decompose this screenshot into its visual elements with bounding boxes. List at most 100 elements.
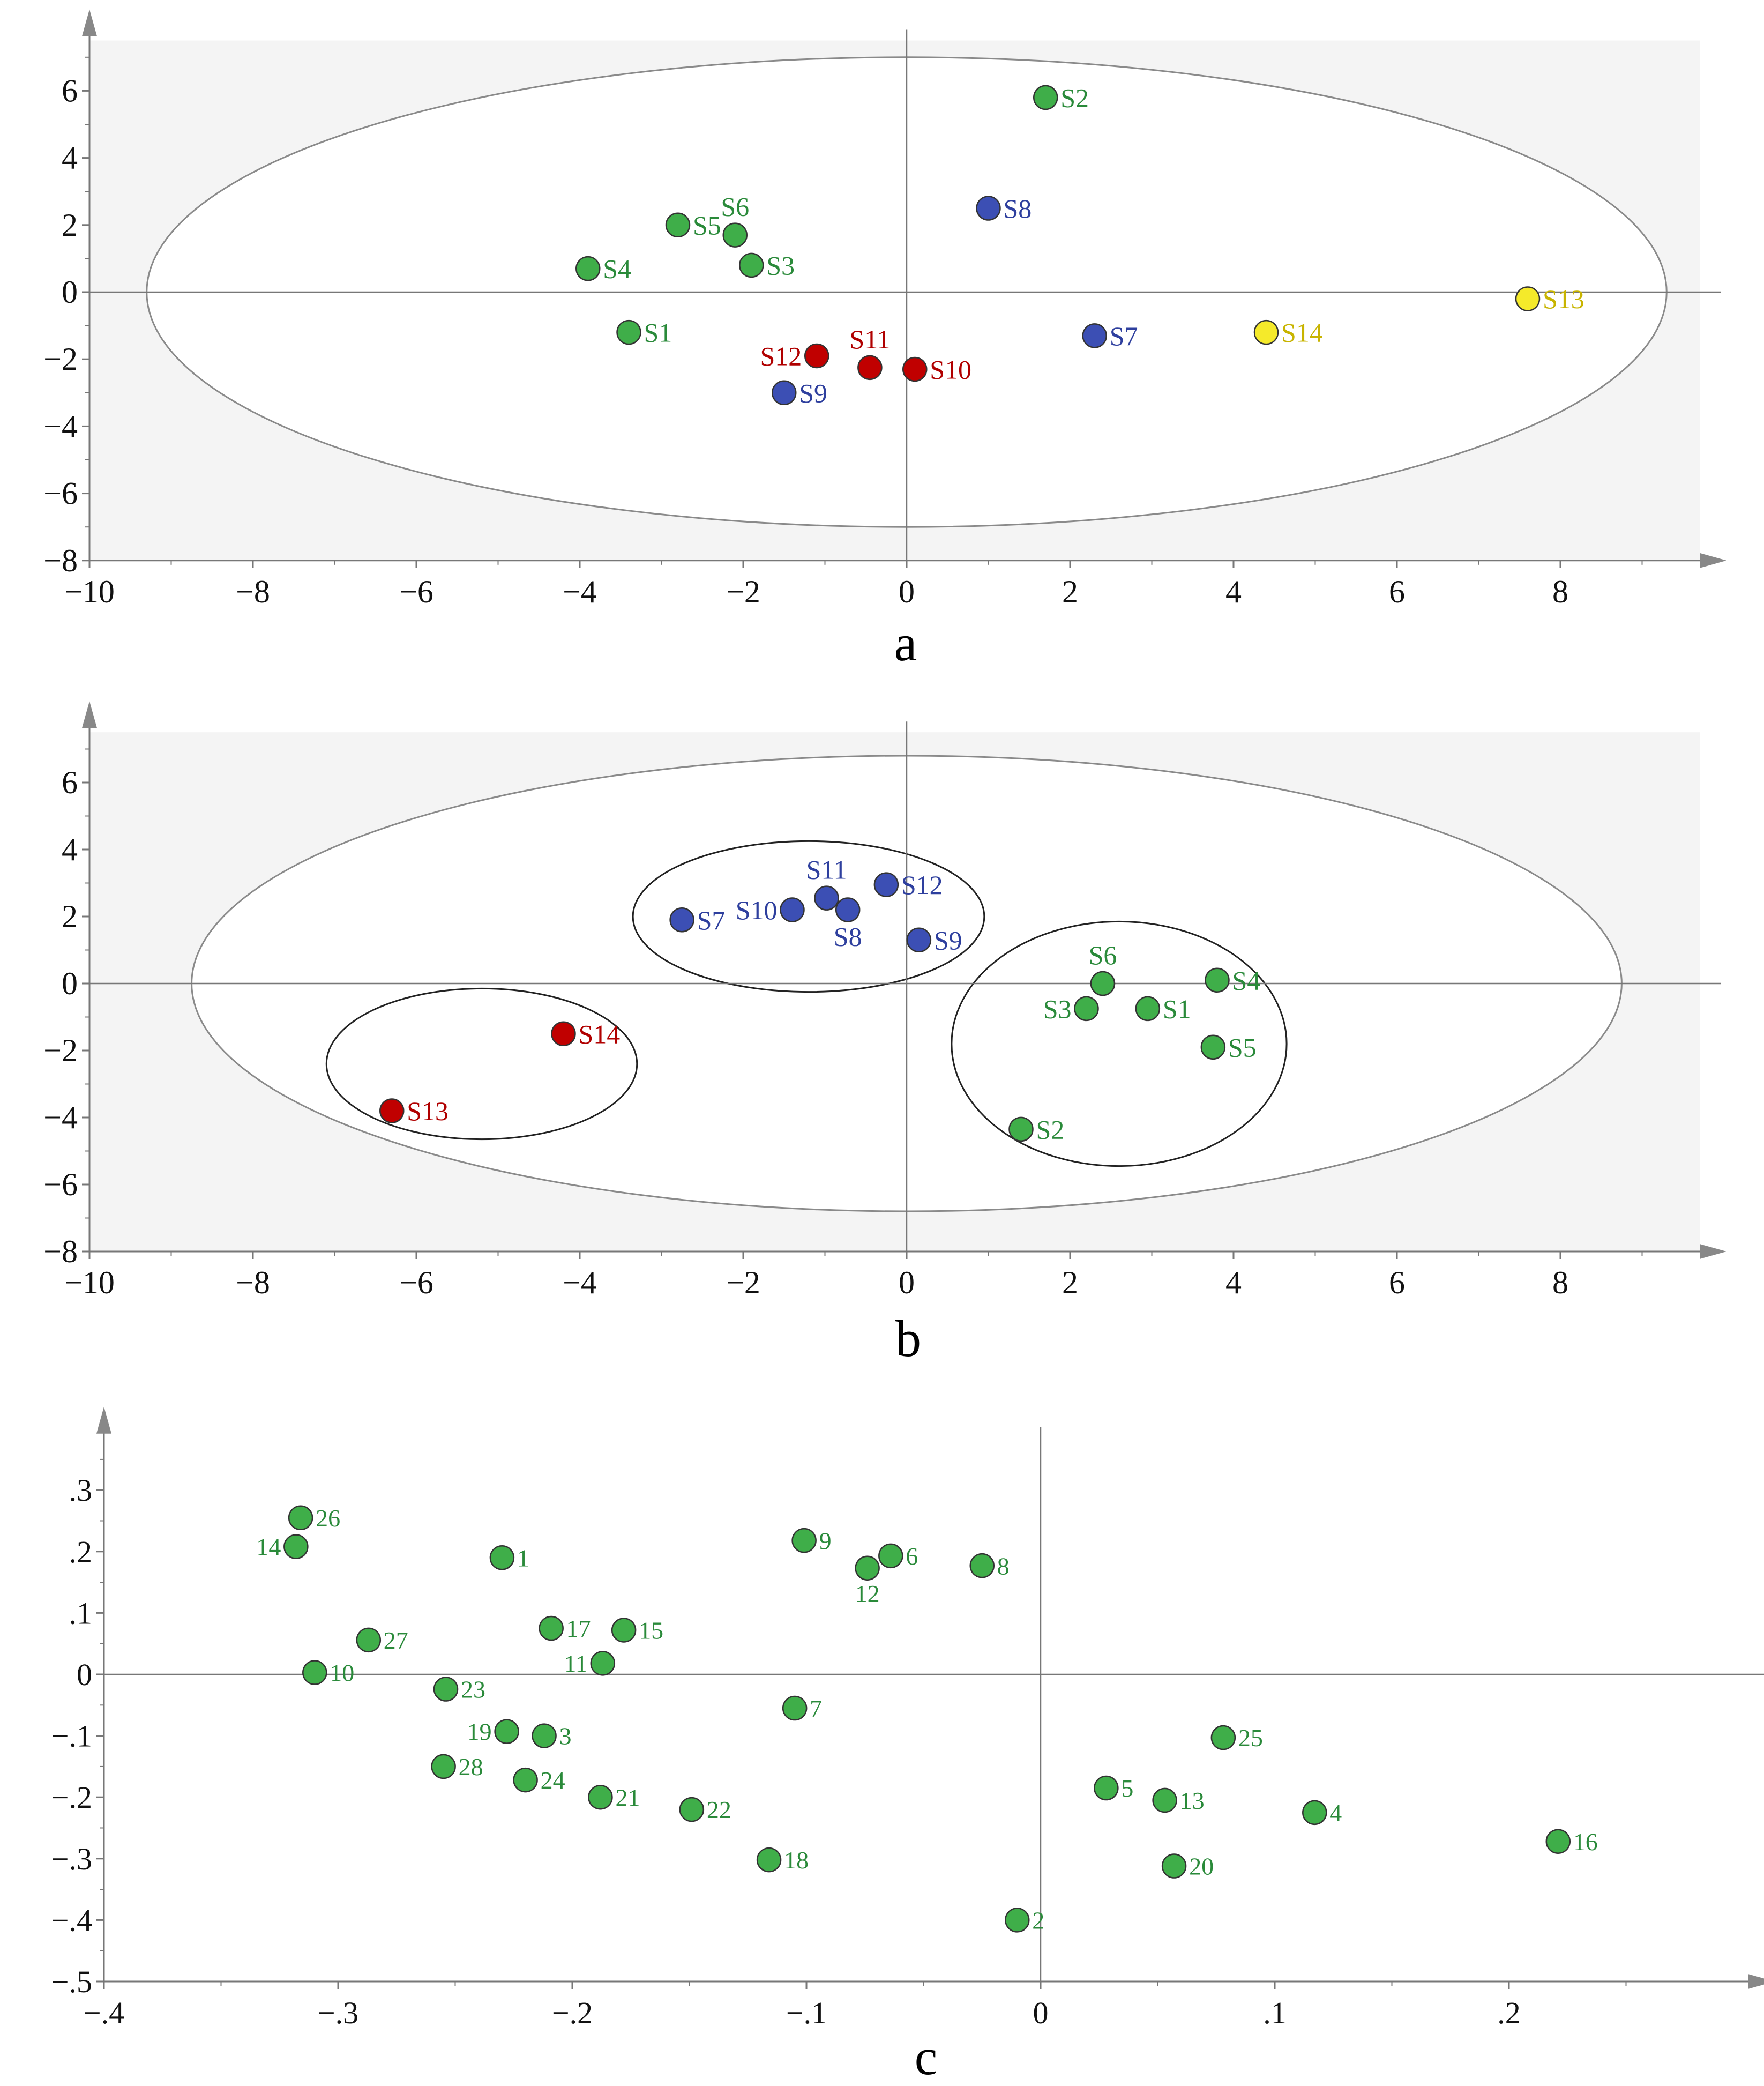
- data-point-c-20: [1161, 1853, 1187, 1879]
- point-label-b-S2: S2: [1036, 1114, 1065, 1144]
- data-point-a-S6: [722, 222, 748, 248]
- data-point-c-25: [1210, 1725, 1236, 1750]
- panel-a-scatter: −10 −8 −6 −4 −2 0 2 4 6 8−8−6−4−20246S1S2S3S4S5S6…: [43, 9, 1726, 609]
- data-point-b-S12: [873, 872, 899, 897]
- point-label-a-S5: S5: [693, 210, 721, 240]
- x-tick-label-c: .1: [1263, 1995, 1287, 2030]
- point-label-b-S7: S7: [697, 905, 726, 935]
- point-label-c-3: 3: [559, 1723, 572, 1750]
- point-label-c-6: 6: [906, 1543, 918, 1570]
- y-tick-label-a: 6: [62, 73, 78, 108]
- data-point-c-26: [288, 1505, 313, 1531]
- data-point-c-9: [791, 1528, 817, 1553]
- point-label-b-S14: S14: [579, 1019, 621, 1049]
- point-label-c-1: 1: [517, 1544, 529, 1571]
- x-tick-label-c: −.2: [552, 1995, 593, 2030]
- y-tick-label-a: 0: [62, 274, 78, 310]
- x-tick-label-a: 4: [1225, 574, 1242, 609]
- confidence-ellipse-b-1: [325, 987, 638, 1141]
- panel-label-a: a: [894, 614, 917, 672]
- data-point-a-S4: [575, 256, 601, 281]
- y-tick-label-a: −2: [43, 341, 78, 377]
- data-point-c-7: [782, 1695, 808, 1721]
- point-label-c-13: 13: [1180, 1787, 1205, 1814]
- x-tick-label-b: 0: [899, 1265, 915, 1300]
- y-tick-label-b: 0: [62, 966, 78, 1001]
- point-label-c-20: 20: [1189, 1853, 1214, 1880]
- y-tick-label-a: 2: [62, 207, 78, 243]
- data-point-c-1: [489, 1545, 515, 1570]
- point-label-a-S1: S1: [644, 318, 672, 348]
- y-tick-label-c: 0: [77, 1657, 92, 1692]
- point-label-c-2: 2: [1032, 1907, 1044, 1934]
- point-label-c-27: 27: [384, 1627, 408, 1654]
- x-tick-label-a: −2: [726, 574, 760, 609]
- y-tick-label-a: −4: [43, 408, 78, 444]
- data-point-c-21: [588, 1784, 613, 1810]
- y-tick-label-c: −.5: [51, 1964, 92, 1999]
- point-label-a-S6: S6: [721, 192, 749, 222]
- y-tick-label-b: −4: [43, 1100, 78, 1135]
- point-label-c-14: 14: [256, 1533, 281, 1561]
- point-label-a-S8: S8: [1004, 193, 1032, 224]
- point-label-b-S3: S3: [1043, 994, 1072, 1024]
- point-label-a-S12: S12: [760, 341, 802, 371]
- confidence-ellipse-b-2: [632, 840, 985, 993]
- x-tick-label-a: 0: [899, 574, 915, 609]
- y-tick-label-b: −6: [43, 1167, 78, 1202]
- data-point-c-28: [431, 1754, 456, 1779]
- data-point-a-S14: [1253, 319, 1279, 345]
- panel-b-scatter: −10 −8 −6 −4 −2 0 2 4 6 8−8−6−4−20246S1S2S3S4S5S6…: [43, 701, 1726, 1300]
- data-point-c-13: [1152, 1787, 1177, 1813]
- data-point-a-S5: [665, 212, 691, 238]
- point-label-c-19: 19: [467, 1718, 492, 1746]
- y-axis-arrow-c: [96, 1406, 111, 1434]
- x-tick-label-c: −.3: [318, 1995, 358, 2030]
- y-tick-label-c: −.4: [51, 1903, 92, 1938]
- y-tick-label-a: 4: [62, 140, 78, 176]
- point-label-c-23: 23: [461, 1676, 485, 1703]
- x-tick-label-a: 6: [1389, 574, 1405, 609]
- x-tick-label-c: −.4: [84, 1995, 124, 2030]
- data-point-a-S3: [739, 252, 764, 278]
- point-label-c-26: 26: [316, 1504, 340, 1532]
- panel-label-b: b: [895, 1310, 921, 1367]
- data-point-c-23: [433, 1677, 459, 1702]
- point-label-c-15: 15: [639, 1617, 663, 1644]
- x-tick-label-b: 4: [1225, 1265, 1242, 1300]
- data-point-c-8: [969, 1553, 995, 1578]
- point-label-c-22: 22: [707, 1796, 731, 1823]
- data-point-c-11: [590, 1651, 616, 1676]
- data-point-c-24: [513, 1767, 538, 1793]
- y-tick-label-b: −8: [43, 1234, 78, 1269]
- point-label-b-S8: S8: [834, 922, 862, 952]
- point-label-b-S11: S11: [806, 855, 847, 885]
- point-label-c-17: 17: [566, 1615, 591, 1642]
- y-tick-label-c: .2: [69, 1534, 93, 1569]
- y-tick-label-b: 6: [62, 765, 78, 800]
- data-point-c-19: [494, 1719, 519, 1744]
- x-tick-label-b: 2: [1062, 1265, 1078, 1300]
- data-point-a-S10: [902, 356, 928, 382]
- data-point-b-S14: [551, 1021, 576, 1046]
- point-label-b-S13: S13: [407, 1096, 449, 1126]
- x-tick-label-c: .2: [1497, 1995, 1521, 2030]
- y-tick-label-b: 2: [62, 899, 78, 934]
- data-point-a-S2: [1033, 85, 1058, 110]
- point-label-b-S6: S6: [1089, 940, 1117, 970]
- x-tick-label-b: 6: [1389, 1265, 1405, 1300]
- data-point-c-16: [1545, 1829, 1571, 1854]
- x-tick-label-a: −4: [563, 574, 597, 609]
- data-point-a-S9: [772, 380, 797, 406]
- x-axis-arrow-c: [1748, 1974, 1764, 1989]
- data-point-b-S1: [1135, 996, 1161, 1022]
- y-axis-arrow-b: [82, 701, 97, 728]
- data-point-c-22: [679, 1797, 705, 1822]
- x-tick-label-b: 8: [1552, 1265, 1568, 1300]
- data-point-c-27: [356, 1627, 382, 1653]
- data-point-c-2: [1005, 1908, 1030, 1933]
- point-label-c-7: 7: [810, 1695, 822, 1722]
- data-point-b-S13: [379, 1098, 405, 1123]
- point-label-c-28: 28: [459, 1753, 483, 1780]
